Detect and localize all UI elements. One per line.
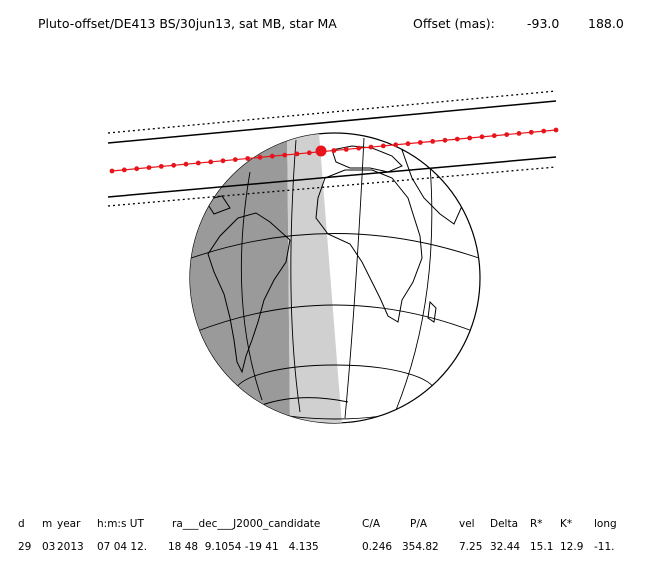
antarctica-coast xyxy=(261,397,349,406)
value-month: 03 xyxy=(42,541,56,553)
north-dotted-limit xyxy=(107,90,557,134)
header-ca: C/A xyxy=(362,518,381,530)
offset-label: Offset (mas): xyxy=(413,16,495,31)
offset-ra-value: -93.0 xyxy=(527,16,560,31)
time-marker-dot xyxy=(430,139,436,144)
time-marker-dot xyxy=(528,129,534,135)
header-day: d xyxy=(18,518,25,530)
africa-coast xyxy=(315,169,423,323)
value-long: -11. xyxy=(594,541,615,553)
time-marker-dot xyxy=(393,142,399,148)
time-marker-dot xyxy=(183,161,189,167)
shadow-limits xyxy=(107,90,557,207)
time-marker-dot xyxy=(146,165,152,171)
time-marker-dot xyxy=(121,167,127,173)
meridian-line xyxy=(344,137,365,419)
header-delta: Delta xyxy=(490,518,519,530)
header-rstar: R* xyxy=(530,518,543,530)
header-pa: P/A xyxy=(410,518,428,530)
value-pa: 354.82 xyxy=(402,541,439,553)
value-time: 07 04 12. xyxy=(97,541,148,553)
time-marker-dot xyxy=(220,158,226,164)
meridian-line xyxy=(395,164,433,411)
time-marker-dot xyxy=(282,152,288,158)
south-limit-line xyxy=(107,156,557,198)
time-marker-dot xyxy=(454,136,460,142)
time-marker-dot xyxy=(245,156,251,161)
value-vel: 7.25 xyxy=(459,541,483,553)
time-marker-dot xyxy=(331,148,337,153)
europe-coast xyxy=(331,145,403,173)
time-marker-dot xyxy=(208,159,214,165)
time-marker-dot xyxy=(541,128,547,134)
parallel-line xyxy=(194,304,476,333)
header-long: long xyxy=(594,518,617,530)
time-marker-dot xyxy=(553,127,559,133)
value-ca: 0.246 xyxy=(362,541,393,553)
header-time: h:m:s UT xyxy=(97,518,144,530)
offset-dec-value: 188.0 xyxy=(588,16,624,31)
time-marker-dot xyxy=(269,153,275,159)
time-marker-dot xyxy=(417,140,423,145)
time-marker-dot xyxy=(306,150,312,156)
caribbean-coast xyxy=(204,195,231,215)
time-marker-dot xyxy=(380,143,386,149)
madagascar-coast xyxy=(427,300,437,323)
time-marker-dot xyxy=(134,166,140,172)
time-marker-dot xyxy=(516,131,522,136)
header-kstar: K* xyxy=(560,518,573,530)
twilight-region xyxy=(287,133,342,423)
time-marker-dot xyxy=(442,137,448,143)
value-kstar: 12.9 xyxy=(560,541,584,553)
time-marker-dot xyxy=(479,134,485,140)
time-marker-dot xyxy=(343,147,349,152)
time-marker-dot xyxy=(294,151,300,157)
value-year: 2013 xyxy=(57,541,84,553)
central-track xyxy=(109,127,559,174)
time-marker-dot xyxy=(195,160,201,166)
time-marker-dot xyxy=(368,144,374,150)
meridian-line xyxy=(240,171,263,401)
south-america-coast xyxy=(207,212,291,374)
time-marker-dot xyxy=(405,141,411,147)
earth-globe xyxy=(189,132,481,424)
time-marker-dot xyxy=(504,132,510,138)
time-marker-dot xyxy=(467,135,473,141)
value-coordinates: 18 48 9.1054 -19 41 4.135 xyxy=(168,541,319,553)
time-marker-dot xyxy=(171,162,177,168)
header-vel: vel xyxy=(459,518,475,530)
night-region xyxy=(190,133,290,423)
time-marker-dot xyxy=(158,164,164,169)
header-month: m xyxy=(42,518,53,530)
value-day: 29 xyxy=(18,541,32,553)
time-marker-dot xyxy=(109,168,115,174)
time-marker-dot xyxy=(232,157,238,163)
time-marker-dot xyxy=(491,133,497,139)
north-limit-line xyxy=(107,100,557,144)
time-marker-dot xyxy=(356,145,362,151)
value-rstar: 15.1 xyxy=(530,541,554,553)
header-year: year xyxy=(57,518,81,530)
plot-title: Pluto-offset/DE413 BS/30jun13, sat MB, s… xyxy=(38,16,337,31)
time-marker-dot xyxy=(257,154,263,160)
value-delta: 32.44 xyxy=(490,541,521,553)
header-coordinates: ra___dec___J2000_candidate xyxy=(172,518,321,530)
closest-approach-marker xyxy=(315,145,327,157)
parallel-line xyxy=(190,233,480,263)
